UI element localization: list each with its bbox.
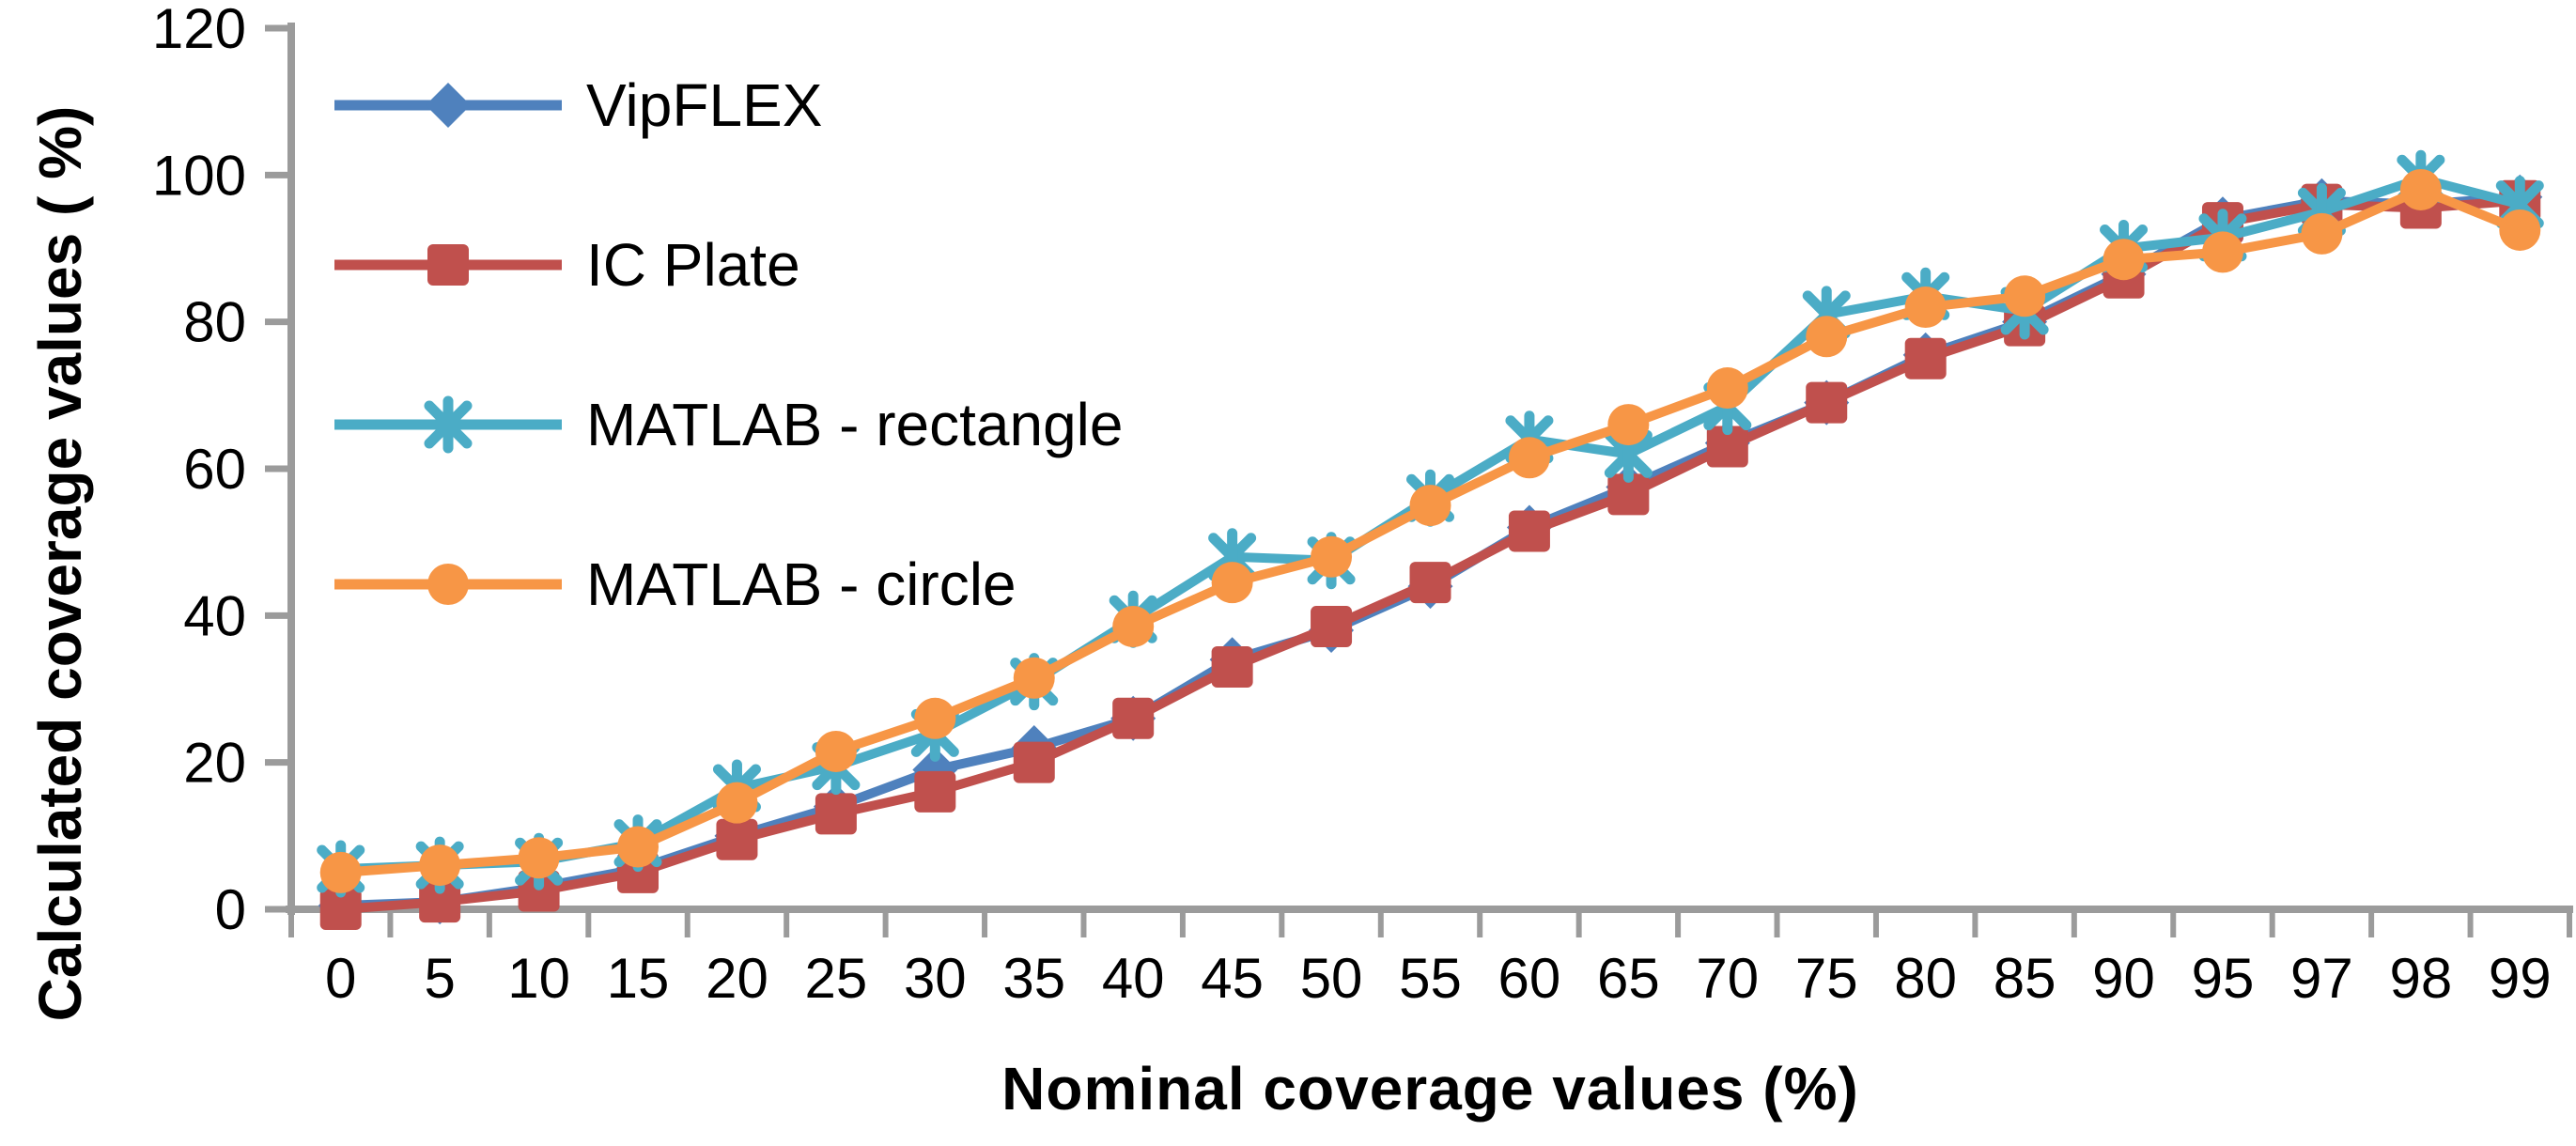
- x-tick-label: 90: [2092, 947, 2155, 1010]
- circle-marker-icon: [1211, 562, 1253, 604]
- x-tick-label: 50: [1300, 947, 1363, 1010]
- circle-marker-icon: [815, 730, 857, 772]
- x-tick-label: 65: [1597, 947, 1660, 1010]
- series-matlab-circle: [319, 168, 2541, 893]
- diamond-marker-icon: [334, 83, 562, 128]
- circle-marker-icon: [518, 837, 560, 879]
- circle-marker-icon: [2201, 231, 2243, 273]
- x-tick-label: 25: [805, 947, 868, 1010]
- x-tick-label: 97: [2290, 947, 2353, 1010]
- square-marker-icon: [427, 244, 469, 286]
- square-marker-icon: [518, 870, 560, 912]
- x-tick-label: 95: [2192, 947, 2255, 1010]
- y-tick-label: 100: [152, 144, 246, 207]
- y-axis-title: Calculated coverage values ( %): [26, 105, 94, 1022]
- circle-marker-icon: [914, 697, 956, 739]
- legend-label-ic-plate: IC Plate: [586, 231, 800, 299]
- x-tick-label: 40: [1102, 947, 1165, 1010]
- circle-marker-icon: [2301, 212, 2343, 255]
- circle-marker-icon: [1904, 286, 1947, 329]
- circle-marker-icon: [2004, 275, 2046, 317]
- y-tick-label: 80: [183, 291, 246, 354]
- x-tick-label: 15: [607, 947, 670, 1010]
- square-marker-icon: [1013, 741, 1055, 783]
- x-tick-label: 5: [424, 947, 455, 1010]
- x-axis-title: Nominal coverage values (%): [1001, 1055, 1859, 1123]
- x-tick-label: 80: [1894, 947, 1957, 1010]
- axes: 0 20 40 60 80 100 120 0 5 10 15 20 25 30 35 40 45 50 55 60 6…: [152, 0, 2573, 1010]
- circle-marker-icon: [419, 844, 461, 887]
- circle-marker-icon: [1112, 606, 1155, 648]
- x-tick-label: 30: [904, 947, 967, 1010]
- legend-item-ic-plate: IC Plate: [331, 225, 1123, 304]
- x-tick-label: 45: [1201, 947, 1264, 1010]
- circle-marker-icon: [716, 782, 758, 824]
- y-tick-label: 0: [215, 878, 246, 941]
- x-tick-label: 60: [1498, 947, 1561, 1010]
- x-tick-label: 10: [507, 947, 570, 1010]
- circle-marker-icon: [334, 564, 562, 605]
- square-marker-icon: [914, 770, 956, 813]
- circle-marker-icon: [617, 826, 660, 868]
- square-marker-icon: [319, 889, 362, 930]
- circle-marker-icon: [1806, 316, 1848, 358]
- square-marker-icon: [1706, 426, 1748, 468]
- legend: VipFLEX IC Plate MATLAB - rectangle MATL…: [331, 66, 1123, 624]
- circle-marker-icon: [1409, 485, 1451, 527]
- square-marker-icon: [815, 793, 857, 835]
- y-tick-label: 40: [183, 584, 246, 647]
- square-marker-icon: [1607, 473, 1650, 516]
- square-marker-icon: [1311, 606, 1353, 648]
- legend-item-vipflex: VipFLEX: [331, 66, 1123, 145]
- x-tick-label: 98: [2389, 947, 2452, 1010]
- x-tick-label: 0: [325, 947, 356, 1010]
- diamond-marker-icon: [426, 83, 471, 128]
- legend-label-vipflex: VipFLEX: [586, 71, 823, 139]
- circle-marker-icon: [1311, 535, 1353, 578]
- x-tick-label: 70: [1696, 947, 1759, 1010]
- star-marker-icon: [334, 395, 562, 454]
- square-marker-icon: [1904, 337, 1947, 379]
- x-tick-label: 55: [1399, 947, 1462, 1010]
- x-tick-label: 99: [2489, 947, 2552, 1010]
- circle-marker-icon: [1013, 657, 1055, 699]
- y-tick-label: 120: [152, 0, 246, 60]
- x-tick-label: 85: [1994, 947, 2056, 1010]
- x-tick-label: 35: [1002, 947, 1065, 1010]
- x-tick-label: 20: [706, 947, 768, 1010]
- legend-label-matlab-rectangle: MATLAB - rectangle: [586, 391, 1124, 458]
- y-tick-label: 60: [183, 438, 246, 501]
- circle-marker-icon: [1508, 437, 1550, 479]
- square-marker-icon: [1508, 510, 1550, 552]
- square-marker-icon: [419, 881, 461, 923]
- y-tick-label: 20: [183, 732, 246, 795]
- circle-marker-icon: [1706, 367, 1748, 410]
- square-marker-icon: [716, 818, 758, 860]
- x-tick-label: 75: [1795, 947, 1858, 1010]
- square-marker-icon: [1409, 562, 1451, 604]
- circle-marker-icon: [427, 564, 469, 605]
- legend-item-matlab-circle: MATLAB - circle: [331, 545, 1123, 624]
- legend-item-matlab-rectangle: MATLAB - rectangle: [331, 385, 1123, 464]
- circle-marker-icon: [319, 851, 362, 893]
- circle-marker-icon: [2399, 168, 2442, 210]
- square-marker-icon: [334, 244, 562, 286]
- circle-marker-icon: [2499, 209, 2541, 251]
- legend-label-matlab-circle: MATLAB - circle: [586, 550, 1016, 618]
- square-marker-icon: [1806, 381, 1848, 424]
- star-marker-icon: [424, 395, 473, 454]
- circle-marker-icon: [1607, 404, 1650, 446]
- square-marker-icon: [1211, 646, 1253, 689]
- square-marker-icon: [1112, 697, 1155, 739]
- circle-marker-icon: [2103, 239, 2145, 281]
